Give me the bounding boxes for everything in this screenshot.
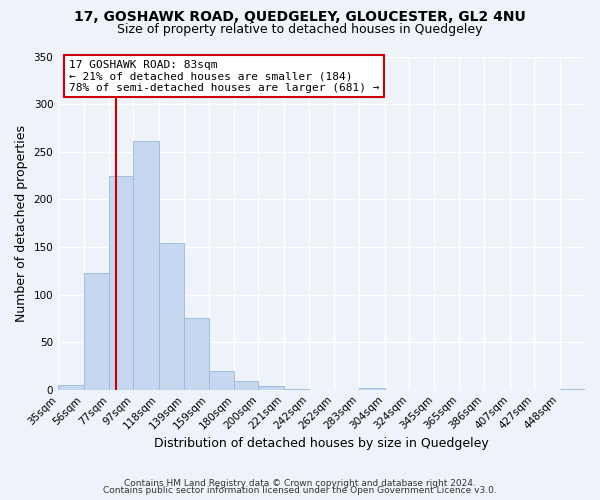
- Bar: [184, 318, 209, 390]
- Bar: [159, 243, 184, 390]
- Text: Contains public sector information licensed under the Open Government Licence v3: Contains public sector information licen…: [103, 486, 497, 495]
- Bar: [284, 389, 310, 390]
- Bar: [83, 272, 109, 390]
- Text: Contains HM Land Registry data © Crown copyright and database right 2024.: Contains HM Land Registry data © Crown c…: [124, 478, 476, 488]
- Text: 17 GOSHAWK ROAD: 83sqm
← 21% of detached houses are smaller (184)
78% of semi-de: 17 GOSHAWK ROAD: 83sqm ← 21% of detached…: [69, 60, 379, 93]
- Bar: [259, 386, 284, 390]
- Bar: [133, 141, 159, 390]
- X-axis label: Distribution of detached houses by size in Quedgeley: Distribution of detached houses by size …: [154, 437, 489, 450]
- Bar: [58, 385, 83, 390]
- Y-axis label: Number of detached properties: Number of detached properties: [15, 124, 28, 322]
- Bar: [234, 381, 259, 390]
- Bar: [560, 389, 585, 390]
- Bar: [209, 370, 234, 390]
- Text: Size of property relative to detached houses in Quedgeley: Size of property relative to detached ho…: [117, 22, 483, 36]
- Bar: [359, 388, 385, 390]
- Text: 17, GOSHAWK ROAD, QUEDGELEY, GLOUCESTER, GL2 4NU: 17, GOSHAWK ROAD, QUEDGELEY, GLOUCESTER,…: [74, 10, 526, 24]
- Bar: [109, 176, 133, 390]
